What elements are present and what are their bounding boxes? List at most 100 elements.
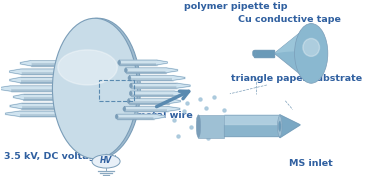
- Polygon shape: [129, 76, 173, 80]
- Polygon shape: [124, 107, 167, 111]
- Ellipse shape: [58, 50, 117, 85]
- Circle shape: [92, 155, 120, 168]
- Ellipse shape: [53, 18, 138, 159]
- Polygon shape: [20, 77, 58, 83]
- Ellipse shape: [67, 111, 70, 116]
- Polygon shape: [129, 76, 173, 80]
- Text: HV: HV: [100, 156, 112, 165]
- Polygon shape: [119, 60, 157, 64]
- Polygon shape: [274, 24, 311, 53]
- Polygon shape: [21, 69, 61, 71]
- Ellipse shape: [130, 84, 132, 88]
- Ellipse shape: [60, 104, 63, 109]
- Ellipse shape: [279, 121, 281, 131]
- Polygon shape: [10, 77, 20, 83]
- Polygon shape: [126, 68, 166, 70]
- Ellipse shape: [56, 95, 59, 99]
- Polygon shape: [19, 111, 68, 116]
- Ellipse shape: [129, 91, 132, 96]
- Polygon shape: [20, 61, 31, 66]
- Polygon shape: [224, 115, 280, 136]
- Polygon shape: [124, 107, 167, 111]
- Ellipse shape: [253, 50, 256, 56]
- Ellipse shape: [56, 18, 140, 159]
- Polygon shape: [10, 69, 21, 74]
- Ellipse shape: [277, 116, 282, 137]
- Polygon shape: [11, 86, 57, 88]
- Polygon shape: [131, 84, 177, 85]
- Ellipse shape: [60, 69, 63, 74]
- Polygon shape: [131, 91, 174, 96]
- Polygon shape: [169, 99, 180, 104]
- Polygon shape: [131, 91, 174, 93]
- Ellipse shape: [55, 86, 58, 91]
- Polygon shape: [10, 103, 22, 109]
- Polygon shape: [23, 95, 58, 96]
- Ellipse shape: [123, 107, 126, 111]
- Polygon shape: [21, 69, 61, 74]
- Bar: [99, 80, 134, 101]
- Text: polymer pipette tip: polymer pipette tip: [184, 2, 287, 12]
- Polygon shape: [20, 77, 58, 82]
- Polygon shape: [280, 115, 300, 138]
- Ellipse shape: [294, 24, 328, 83]
- Text: MS inlet: MS inlet: [289, 159, 333, 167]
- Polygon shape: [19, 111, 68, 113]
- Polygon shape: [126, 68, 166, 73]
- Bar: [198, 115, 224, 138]
- Polygon shape: [119, 60, 157, 62]
- Polygon shape: [174, 91, 186, 96]
- Ellipse shape: [118, 60, 121, 65]
- Ellipse shape: [56, 78, 59, 82]
- Ellipse shape: [124, 68, 127, 72]
- Polygon shape: [117, 114, 154, 118]
- Polygon shape: [274, 24, 311, 83]
- Ellipse shape: [67, 61, 70, 66]
- Polygon shape: [11, 86, 57, 91]
- Polygon shape: [124, 107, 167, 108]
- Polygon shape: [129, 99, 169, 104]
- Polygon shape: [129, 99, 169, 103]
- Polygon shape: [154, 114, 165, 119]
- Polygon shape: [22, 103, 62, 109]
- Polygon shape: [224, 115, 280, 124]
- Polygon shape: [117, 115, 154, 116]
- Polygon shape: [22, 103, 62, 108]
- Polygon shape: [131, 83, 177, 88]
- Polygon shape: [177, 83, 190, 88]
- Polygon shape: [119, 60, 157, 65]
- Polygon shape: [129, 76, 173, 77]
- Polygon shape: [31, 61, 68, 62]
- Polygon shape: [131, 91, 174, 95]
- Polygon shape: [157, 60, 167, 65]
- Polygon shape: [22, 104, 62, 105]
- Polygon shape: [117, 114, 154, 119]
- Polygon shape: [126, 68, 166, 72]
- Polygon shape: [0, 86, 11, 91]
- Text: 3.5 kV, DC voltage: 3.5 kV, DC voltage: [5, 153, 102, 161]
- Ellipse shape: [128, 76, 131, 80]
- Polygon shape: [129, 99, 169, 100]
- Ellipse shape: [303, 38, 319, 56]
- Ellipse shape: [115, 115, 118, 119]
- Ellipse shape: [196, 115, 201, 138]
- Polygon shape: [254, 50, 274, 56]
- Text: metal wire: metal wire: [136, 111, 192, 120]
- Polygon shape: [23, 94, 58, 100]
- Polygon shape: [21, 69, 61, 74]
- Polygon shape: [167, 107, 180, 111]
- Text: Cu conductive tape: Cu conductive tape: [238, 15, 341, 24]
- Polygon shape: [31, 61, 68, 65]
- Polygon shape: [166, 68, 178, 73]
- Text: triangle paper substrate: triangle paper substrate: [231, 75, 362, 83]
- Polygon shape: [131, 83, 177, 88]
- Polygon shape: [31, 61, 68, 66]
- Polygon shape: [23, 94, 58, 99]
- Polygon shape: [173, 76, 185, 80]
- Polygon shape: [14, 94, 23, 100]
- Ellipse shape: [127, 99, 130, 103]
- Polygon shape: [6, 111, 19, 116]
- Polygon shape: [20, 78, 58, 79]
- Polygon shape: [19, 111, 68, 116]
- Polygon shape: [11, 86, 57, 91]
